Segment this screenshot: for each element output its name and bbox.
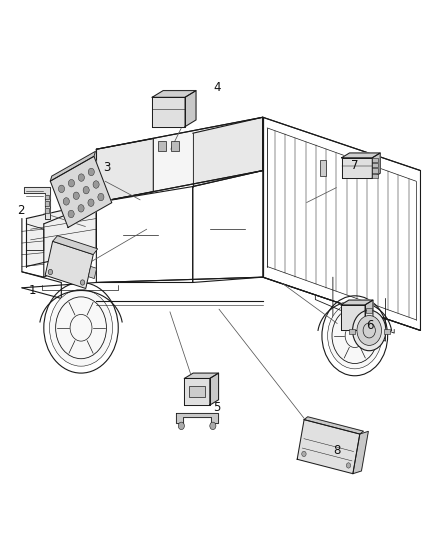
Polygon shape <box>50 156 112 228</box>
Polygon shape <box>88 266 96 279</box>
Text: 2: 2 <box>17 204 25 217</box>
Circle shape <box>353 310 386 351</box>
Circle shape <box>49 289 113 366</box>
Circle shape <box>98 193 104 201</box>
Polygon shape <box>297 419 360 474</box>
Bar <box>158 141 166 151</box>
Bar <box>384 329 390 334</box>
Bar <box>189 386 205 397</box>
Polygon shape <box>341 305 365 330</box>
Polygon shape <box>193 117 263 187</box>
Polygon shape <box>53 236 98 255</box>
Bar <box>320 160 326 176</box>
Bar <box>372 168 378 173</box>
Polygon shape <box>176 413 218 423</box>
Circle shape <box>80 280 85 285</box>
Polygon shape <box>152 91 196 97</box>
Circle shape <box>78 205 84 212</box>
Circle shape <box>346 463 351 468</box>
Circle shape <box>68 210 74 217</box>
Polygon shape <box>210 373 219 405</box>
Polygon shape <box>96 139 153 203</box>
Circle shape <box>88 199 94 206</box>
Circle shape <box>63 198 69 205</box>
Bar <box>349 329 355 334</box>
Polygon shape <box>50 151 95 181</box>
Circle shape <box>93 181 99 188</box>
Polygon shape <box>24 187 50 219</box>
Polygon shape <box>45 201 49 206</box>
Polygon shape <box>45 241 93 288</box>
Polygon shape <box>45 195 49 199</box>
Text: 1: 1 <box>29 284 37 297</box>
Polygon shape <box>353 431 368 474</box>
Circle shape <box>357 316 381 345</box>
Circle shape <box>83 187 89 194</box>
Polygon shape <box>342 158 372 178</box>
Text: 3: 3 <box>104 161 111 174</box>
Text: 6: 6 <box>366 319 374 332</box>
Text: 7: 7 <box>351 159 359 172</box>
Text: 8: 8 <box>334 444 341 457</box>
Text: 5: 5 <box>213 401 220 414</box>
Circle shape <box>88 168 94 176</box>
Bar <box>171 141 179 151</box>
Polygon shape <box>45 208 49 213</box>
Polygon shape <box>96 117 263 203</box>
Text: 4: 4 <box>213 82 221 94</box>
Polygon shape <box>365 300 373 330</box>
Polygon shape <box>341 300 373 305</box>
Circle shape <box>58 185 64 192</box>
Polygon shape <box>372 153 380 178</box>
Bar <box>372 174 378 178</box>
Polygon shape <box>35 117 420 362</box>
Polygon shape <box>304 417 364 434</box>
Polygon shape <box>185 91 196 126</box>
Circle shape <box>178 422 184 430</box>
Circle shape <box>73 192 79 199</box>
Circle shape <box>302 451 306 457</box>
Polygon shape <box>184 378 210 405</box>
Bar <box>372 163 378 167</box>
Circle shape <box>78 174 85 181</box>
Circle shape <box>48 269 53 274</box>
Circle shape <box>68 180 74 187</box>
Bar <box>372 158 378 162</box>
Polygon shape <box>342 153 380 158</box>
Polygon shape <box>152 97 185 126</box>
Circle shape <box>328 303 382 369</box>
Polygon shape <box>26 203 96 266</box>
Polygon shape <box>184 373 219 378</box>
Bar <box>366 308 372 313</box>
Circle shape <box>210 422 216 430</box>
